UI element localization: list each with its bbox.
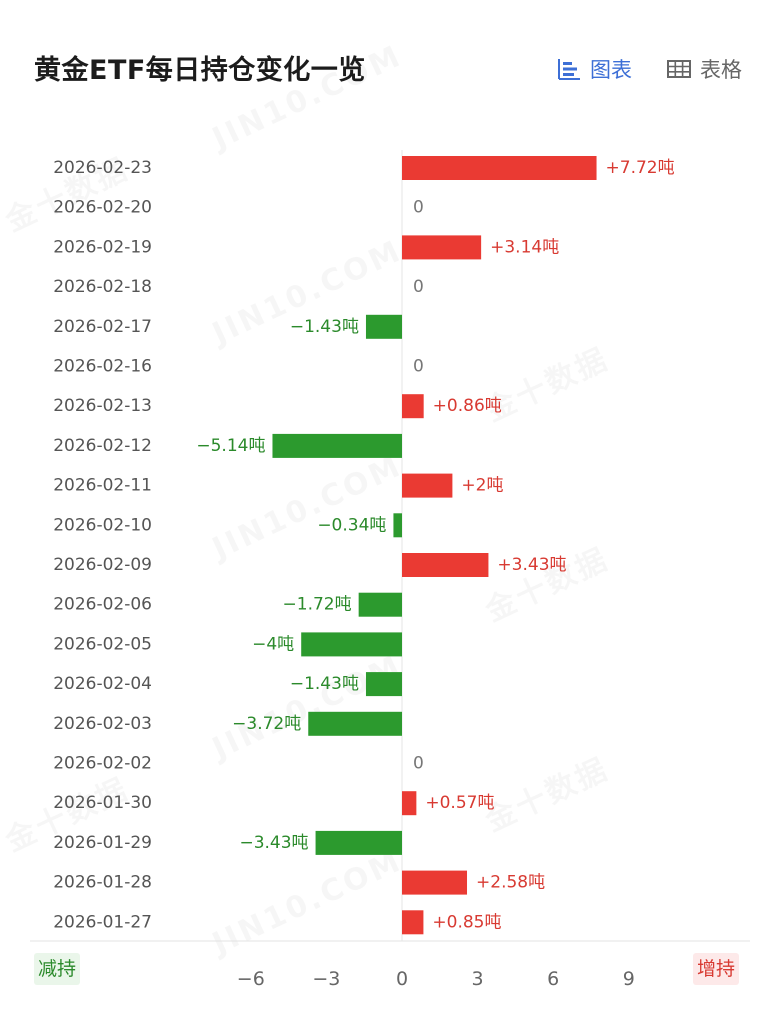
category-label: 2026-02-02 xyxy=(53,754,152,774)
data-label: +0.85吨 xyxy=(432,912,501,932)
data-label: −3.72吨 xyxy=(232,714,301,734)
category-label: 2026-02-23 xyxy=(53,158,152,178)
bar-chart-icon xyxy=(558,59,580,80)
holding-change-bar xyxy=(402,156,597,180)
category-label: 2026-02-13 xyxy=(53,396,152,416)
category-label: 2026-02-10 xyxy=(53,515,152,535)
x-tick-label: 3 xyxy=(472,968,484,990)
category-label: 2026-01-29 xyxy=(53,833,152,853)
data-label: +3.14吨 xyxy=(490,237,559,257)
holding-change-bar xyxy=(308,711,402,736)
data-label: +0.86吨 xyxy=(433,396,502,416)
x-tick-label: 9 xyxy=(623,968,635,990)
holding-change-bar xyxy=(301,632,402,657)
holding-change-bar xyxy=(393,513,402,538)
data-label: 0 xyxy=(413,277,424,297)
category-label: 2026-02-04 xyxy=(53,674,152,694)
x-tick-label: 6 xyxy=(547,968,559,990)
holding-change-bar xyxy=(402,910,424,935)
x-tick-label: −6 xyxy=(237,968,265,990)
data-label: −1.43吨 xyxy=(290,674,359,694)
category-label: 2026-02-20 xyxy=(53,198,152,218)
category-label: 2026-01-30 xyxy=(53,793,152,813)
holding-change-bar xyxy=(315,830,402,855)
holding-change-bar xyxy=(358,592,402,617)
holding-change-bar xyxy=(402,553,489,577)
category-label: 2026-01-27 xyxy=(53,912,152,932)
category-label: 2026-02-05 xyxy=(53,634,152,654)
legend-increase: 增持 xyxy=(693,953,740,985)
category-label: 2026-02-17 xyxy=(53,317,152,337)
holding-change-bar xyxy=(402,473,453,498)
holding-change-bar xyxy=(365,672,402,697)
holding-change-bar xyxy=(402,791,417,816)
data-label: −1.43吨 xyxy=(290,317,359,337)
data-label: −5.14吨 xyxy=(196,436,265,456)
data-label: +7.72吨 xyxy=(606,158,675,178)
holding-change-bar xyxy=(402,235,482,260)
data-label: +0.57吨 xyxy=(425,793,494,813)
table-toggle-label: 表格 xyxy=(700,58,742,82)
x-tick-label: 0 xyxy=(396,968,408,990)
chart-view-toggle[interactable]: 图表 xyxy=(556,54,632,84)
page-title: 黄金ETF每日持仓变化一览 xyxy=(34,55,366,86)
data-label: +3.43吨 xyxy=(497,555,566,575)
category-label: 2026-02-03 xyxy=(53,714,152,734)
holding-change-bar xyxy=(402,870,468,895)
data-label: +2.58吨 xyxy=(476,873,545,893)
category-label: 2026-02-12 xyxy=(53,436,152,456)
data-label: −3.43吨 xyxy=(239,833,308,853)
data-label: −4吨 xyxy=(252,634,294,654)
category-label: 2026-02-19 xyxy=(53,237,152,257)
data-label: −1.72吨 xyxy=(283,595,352,615)
chart-header: 黄金ETF每日持仓变化一览 图表 表格 xyxy=(0,0,781,120)
category-label: 2026-02-18 xyxy=(53,277,152,297)
data-label: −0.34吨 xyxy=(317,515,386,535)
category-label: 2026-02-09 xyxy=(53,555,152,575)
chart-toggle-label: 图表 xyxy=(590,58,632,82)
legend-decrease: 减持 xyxy=(34,953,81,985)
table-icon xyxy=(667,60,691,78)
data-label: 0 xyxy=(413,198,424,218)
category-label: 2026-02-11 xyxy=(53,476,152,496)
holding-change-bar xyxy=(272,433,402,458)
data-label: 0 xyxy=(413,357,424,377)
category-label: 2026-01-28 xyxy=(53,873,152,893)
category-label: 2026-02-16 xyxy=(53,357,152,377)
category-label: 2026-02-06 xyxy=(53,595,152,615)
x-tick-label: −3 xyxy=(312,968,340,990)
holding-change-bar xyxy=(365,314,402,339)
data-label: 0 xyxy=(413,754,424,774)
holding-change-bar xyxy=(402,394,424,419)
data-label: +2吨 xyxy=(461,476,503,496)
table-view-toggle[interactable]: 表格 xyxy=(666,54,742,84)
